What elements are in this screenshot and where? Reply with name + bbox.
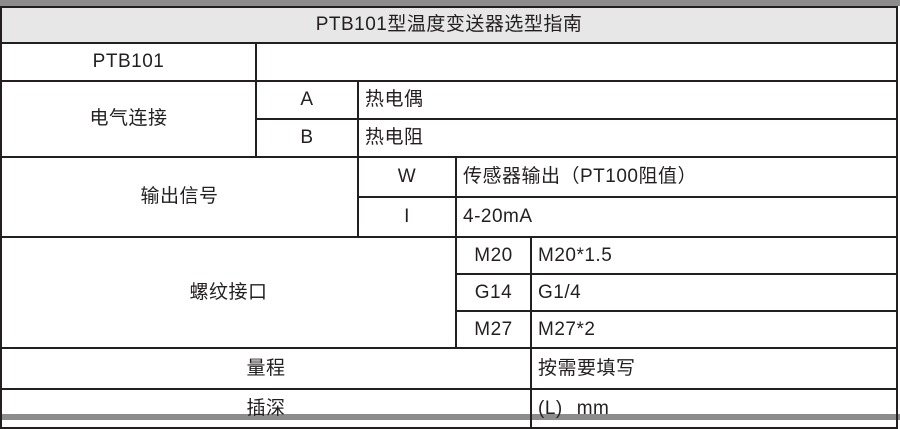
section-label-output-signal: 输出信号 bbox=[0, 156, 359, 238]
model-code-label: PTB101 bbox=[0, 42, 257, 82]
spec-sheet: PTB101型温度变送器选型指南 PTB101 电气连接 A 热电偶 B 热电阻… bbox=[0, 6, 900, 429]
insertion-depth-prefix: (L) bbox=[538, 397, 563, 419]
option-value-electrical-b[interactable]: 热电阻 bbox=[356, 118, 899, 158]
option-code-thread-m27[interactable]: M27 bbox=[455, 310, 532, 349]
table-row: M27 M27*2 bbox=[1, 310, 899, 349]
table-row: G14 G1/4 bbox=[1, 273, 899, 312]
table-row: 螺纹接口 M20 M20*1.5 bbox=[0, 236, 899, 349]
option-value-thread-m20[interactable]: M20*1.5 bbox=[529, 236, 899, 275]
table-row: I 4-20mA bbox=[1, 196, 899, 238]
section-label-thread-interface: 螺纹接口 bbox=[0, 236, 457, 349]
option-value-electrical-a[interactable]: 热电偶 bbox=[356, 80, 899, 120]
option-value-thread-g14[interactable]: G1/4 bbox=[529, 273, 899, 312]
option-code-electrical-b[interactable]: B bbox=[255, 118, 359, 158]
section-value-insertion-depth[interactable]: (L) mm bbox=[529, 388, 899, 429]
selection-guide-table: PTB101型温度变送器选型指南 PTB101 电气连接 A 热电偶 B 热电阻… bbox=[0, 6, 899, 429]
section-label-insertion-depth: 插深 bbox=[0, 388, 532, 429]
table-row: 输出信号 W 传感器输出（PT100阻值） bbox=[0, 156, 899, 238]
option-value-thread-m27[interactable]: M27*2 bbox=[529, 310, 899, 349]
table-row: 量程 按需要填写 bbox=[0, 347, 899, 390]
viewport-top-bar bbox=[0, 0, 900, 6]
table-row: 插深 (L) mm bbox=[0, 388, 899, 429]
option-code-thread-m20[interactable]: M20 bbox=[455, 236, 532, 275]
page-title: PTB101型温度变送器选型指南 bbox=[0, 6, 899, 44]
section-label-electrical-connection: 电气连接 bbox=[0, 80, 257, 158]
section-value-range[interactable]: 按需要填写 bbox=[529, 347, 899, 390]
insertion-depth-unit: mm bbox=[576, 397, 610, 419]
model-code-value[interactable] bbox=[254, 42, 899, 82]
table-row: PTB101型温度变送器选型指南 bbox=[0, 6, 899, 44]
option-code-thread-g14[interactable]: G14 bbox=[455, 273, 532, 312]
option-code-output-i[interactable]: I bbox=[357, 196, 457, 238]
table-row: 电气连接 A 热电偶 bbox=[0, 80, 899, 158]
table-row: PTB101 bbox=[0, 42, 899, 82]
option-value-output-w[interactable]: 传感器输出（PT100阻值） bbox=[454, 156, 899, 198]
option-value-output-i[interactable]: 4-20mA bbox=[454, 196, 899, 238]
section-label-range: 量程 bbox=[0, 347, 532, 390]
table-row: B 热电阻 bbox=[1, 118, 899, 158]
option-code-electrical-a[interactable]: A bbox=[255, 80, 359, 120]
option-code-output-w[interactable]: W bbox=[357, 156, 457, 198]
